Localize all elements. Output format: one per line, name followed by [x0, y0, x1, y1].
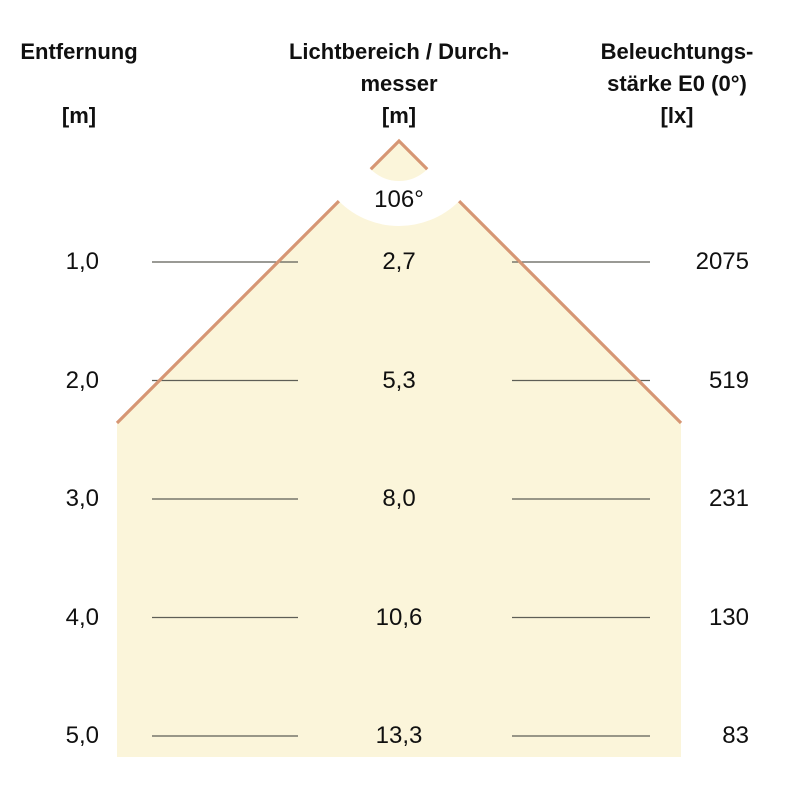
header-distance-spacer: [0, 68, 159, 100]
header-illuminance-title-line1: Beleuchtungs-: [600, 39, 754, 64]
illuminance-value-2: 519: [708, 366, 749, 394]
header-diameter-unit: [m]: [381, 103, 417, 128]
illuminance-value-5: 83: [722, 722, 749, 749]
header-illuminance: Beleuchtungs- stärke E0 (0°) [lx]: [567, 36, 787, 132]
diameter-value-5: 13,3: [375, 722, 423, 749]
distance-value-4: 4,0: [65, 603, 99, 631]
header-illuminance-title-line2: stärke E0 (0°): [607, 71, 747, 96]
header-illuminance-unit: [lx]: [660, 103, 694, 128]
illuminance-value-4: 130: [708, 603, 749, 631]
illuminance-value-3: 231: [708, 485, 749, 512]
diameter-value-3: 8,0: [382, 485, 416, 512]
header-distance: Entfernung [m]: [0, 36, 159, 132]
light-cone-shape: [117, 141, 681, 757]
diameter-value-2: 5,3: [382, 366, 416, 394]
beam-edge-lines: [115, 138, 683, 425]
header-diameter: Lichtbereich / Durch- messer [m]: [269, 36, 529, 132]
row-tick-lines: [152, 261, 650, 737]
distance-value-2: 2,0: [65, 366, 99, 394]
header-diameter-title-line1: Lichtbereich / Durch-: [288, 39, 510, 64]
distance-value-1: 1,0: [65, 248, 99, 275]
beam-angle-gap-arc: [314, 56, 484, 226]
diameter-value-1: 2,7: [382, 248, 416, 275]
beam-angle-label: 106°: [374, 186, 424, 213]
distance-value-3: 3,0: [65, 485, 99, 512]
distance-value-5: 5,0: [65, 722, 99, 749]
illuminance-value-1: 2075: [695, 248, 749, 275]
header-distance-title: Entfernung: [20, 39, 138, 64]
diameter-value-4: 10,6: [375, 603, 423, 631]
header-diameter-title-line2: messer: [360, 71, 438, 96]
header-distance-unit: [m]: [61, 103, 97, 128]
